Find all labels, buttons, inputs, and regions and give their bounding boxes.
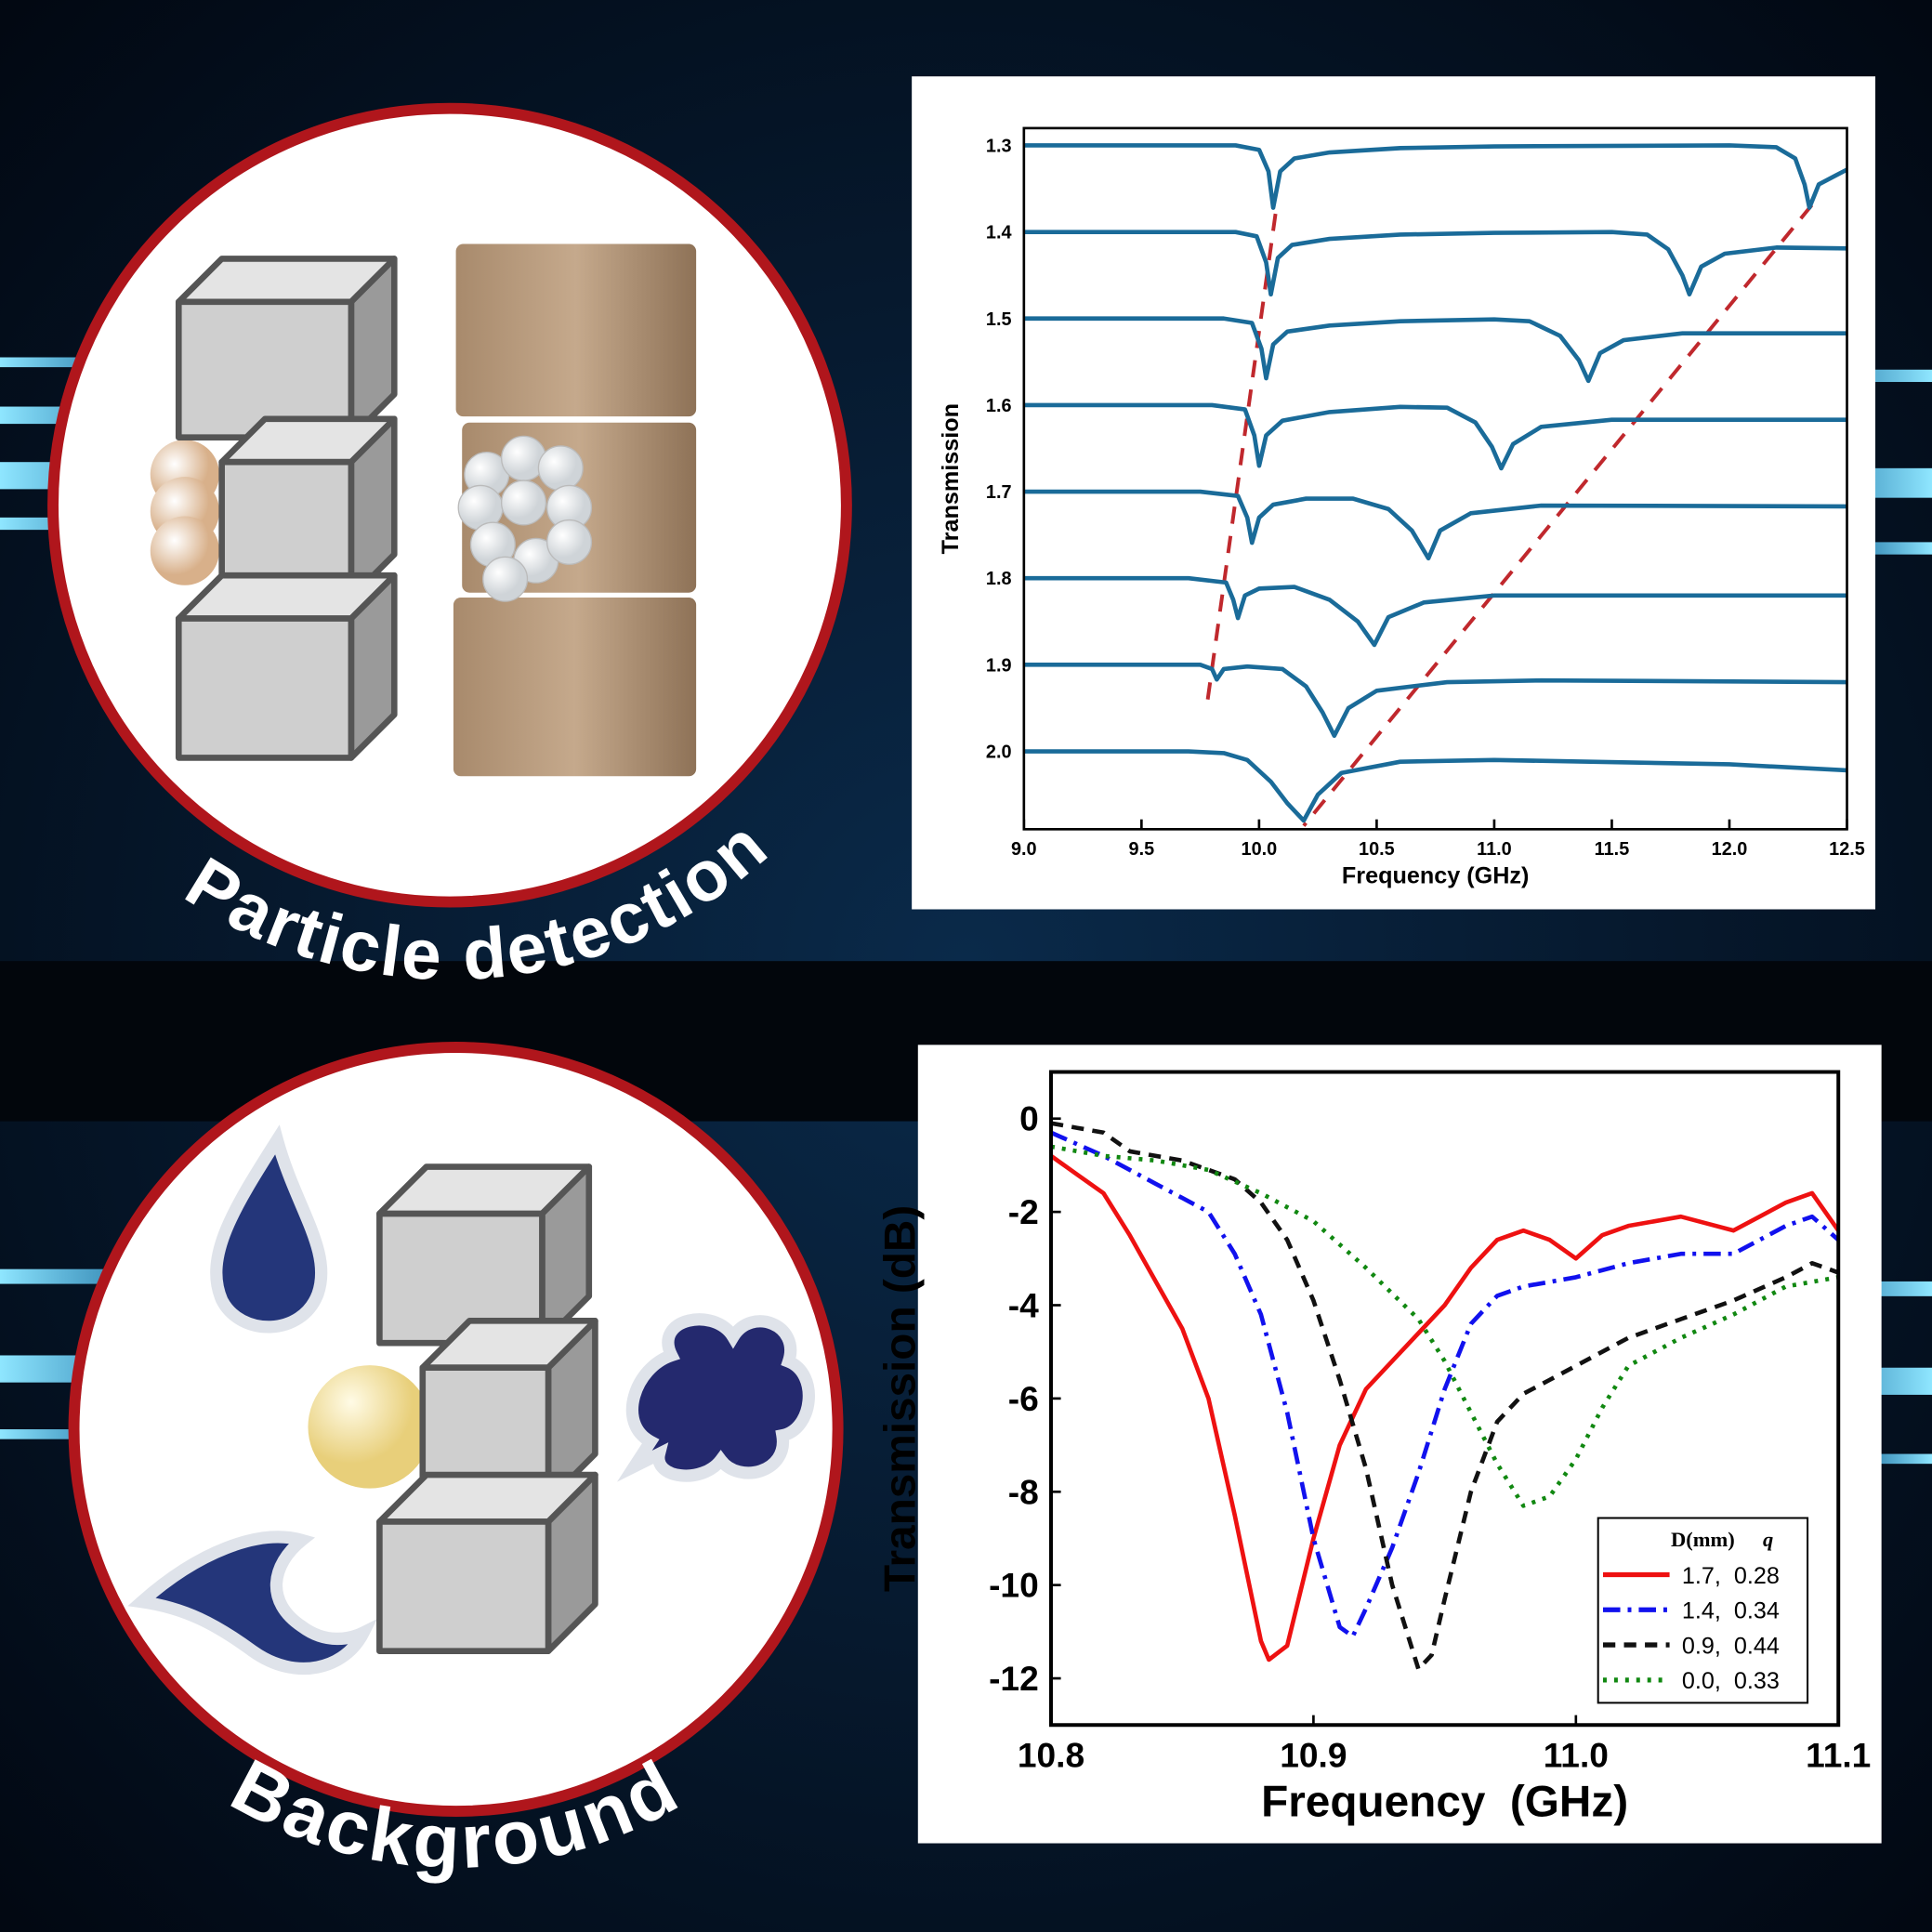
y-tick-label: 1.6: [986, 396, 1012, 416]
legend-label: 0.0, 0.33: [1682, 1668, 1780, 1694]
series-line: [1050, 1130, 1839, 1639]
photo-block: [455, 243, 697, 417]
x-tick-label: 10.9: [1280, 1735, 1347, 1774]
photo-bead: [537, 445, 584, 492]
x-tick-label: 11.1: [1806, 1735, 1871, 1774]
cube-front: [376, 1518, 552, 1655]
x-tick-label: 11.0: [1477, 839, 1512, 860]
y-axis-title: Transmission (dB): [876, 1205, 926, 1592]
series-line: [1050, 1153, 1839, 1663]
series-line: [1050, 1121, 1839, 1672]
y-tick-label: 1.7: [986, 482, 1012, 503]
chart: 10.8 10.9 11.0 11.1 0 -2 -4 -6 -8 -10 -12 Frequency…: [876, 1070, 1871, 1826]
illustrations: [127, 243, 815, 1676]
series-line: [1023, 402, 1847, 471]
x-tick-label: 11.0: [1544, 1735, 1609, 1774]
legend-label: 1.4, 0.34: [1682, 1598, 1780, 1624]
x-tick-label: 12.0: [1712, 839, 1748, 860]
plot-frame: [1022, 126, 1848, 831]
series-line: [1023, 316, 1847, 384]
cube-front: [175, 615, 355, 761]
y-tick-label: -4: [1008, 1285, 1039, 1324]
y-tick-label: -6: [1008, 1379, 1039, 1418]
x-tick-label: 12.5: [1829, 839, 1865, 860]
y-tick-label: 1.8: [986, 569, 1012, 589]
series-line: [1023, 489, 1847, 561]
y-tick-label: -8: [1008, 1472, 1039, 1511]
plot-frame: [1048, 1070, 1841, 1728]
series-line: [1023, 143, 1847, 210]
photo-bead: [500, 480, 547, 526]
x-tick-label: 10.0: [1242, 839, 1278, 860]
x-axis-title: Frequency (GHz): [1342, 863, 1530, 889]
y-tick-label: 0: [1019, 1099, 1039, 1138]
series-line: [1023, 662, 1847, 739]
legend-header: q: [1763, 1528, 1773, 1551]
series-line: [1050, 1144, 1839, 1508]
photo-bead: [482, 556, 529, 602]
x-tick-label: 10.5: [1359, 839, 1395, 860]
y-tick-label: -12: [989, 1659, 1039, 1698]
legend-box: [1597, 1517, 1809, 1704]
x-tick-label: 9.5: [1129, 839, 1155, 860]
y-tick-label: -2: [1008, 1192, 1039, 1231]
x-tick-label: 9.0: [1011, 839, 1037, 860]
legend-label: 1.7, 0.28: [1682, 1563, 1780, 1589]
series-line: [1023, 575, 1847, 648]
series-line: [1023, 749, 1847, 823]
chart: 9.0 9.5 10.0 10.5 11.0 11.5 12.0 12.5 1.3 1.4 1.5 1…: [938, 126, 1865, 889]
cube-front: [175, 298, 355, 441]
guide-line: [1205, 213, 1278, 703]
particle: [150, 516, 220, 585]
y-tick-label: 1.4: [986, 223, 1012, 243]
drop-icon: [210, 1124, 328, 1334]
cloud-icon: [616, 1313, 815, 1482]
x-axis-title: Frequency (GHz): [1261, 1777, 1628, 1826]
y-tick-label: 2.0: [986, 742, 1012, 762]
y-axis-title: Transmission: [938, 403, 964, 554]
guide-line: [1302, 204, 1814, 827]
photo-block: [453, 598, 697, 777]
wave-icon: [127, 1531, 377, 1676]
y-tick-label: 1.9: [986, 655, 1012, 676]
y-tick-label: 1.3: [986, 136, 1012, 156]
legend-header: D(mm): [1671, 1528, 1735, 1551]
y-tick-label: -10: [989, 1566, 1039, 1605]
x-tick-label: 10.8: [1018, 1735, 1084, 1774]
x-tick-label: 11.5: [1595, 839, 1630, 860]
legend-label: 0.9, 0.44: [1682, 1633, 1780, 1659]
photo-bead: [546, 519, 593, 565]
series-line: [1023, 230, 1847, 297]
particle: [308, 1365, 432, 1489]
y-tick-label: 1.5: [986, 309, 1012, 330]
